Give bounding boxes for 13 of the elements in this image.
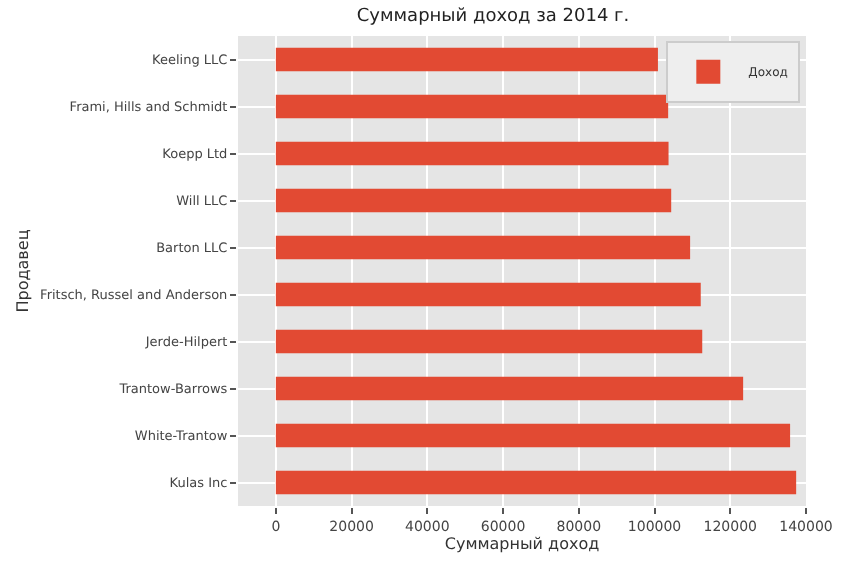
bar xyxy=(275,376,744,401)
x-axis-title: Суммарный доход xyxy=(444,535,601,553)
bar xyxy=(275,47,658,72)
y-axis-title: Продавец xyxy=(13,228,32,313)
bar xyxy=(275,141,669,166)
bar xyxy=(275,94,669,119)
chart-title: Суммарный доход за 2014 г. xyxy=(356,7,630,28)
bar xyxy=(275,329,703,354)
bar xyxy=(275,235,691,260)
bar xyxy=(275,423,791,448)
bar xyxy=(275,470,797,495)
bar xyxy=(275,282,701,307)
bar xyxy=(275,188,672,213)
